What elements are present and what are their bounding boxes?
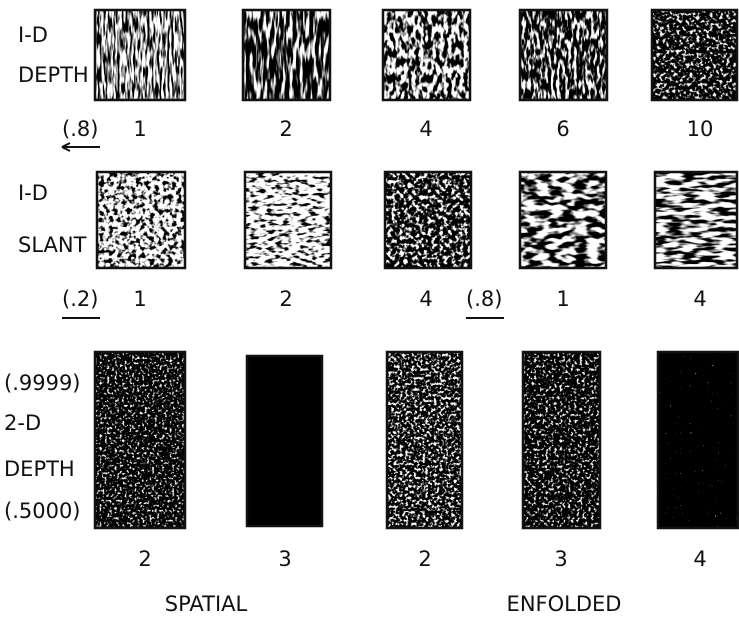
row-title: DEPTH: [4, 457, 75, 481]
mid-prefix: (.8): [466, 287, 502, 311]
patch-number: 4: [693, 287, 706, 311]
patch-number: 1: [133, 287, 146, 311]
patch-number: 3: [554, 547, 567, 571]
texture-patch: [385, 172, 471, 268]
row-prefix: (.8): [62, 117, 98, 141]
row-prefix: (.2): [62, 287, 98, 311]
texture-patch: [655, 172, 737, 268]
figure: I-D DEPTH (.8) 1 2 4 6 10 I-D SLANT (.2)…: [0, 0, 739, 617]
group-label: SPATIAL: [165, 592, 248, 616]
texture-patch: [658, 352, 738, 528]
patch-number: 2: [279, 117, 292, 141]
texture-patch: [520, 10, 607, 100]
texture-patch: [95, 10, 185, 100]
texture-patch: [387, 352, 462, 528]
patch-number: 2: [138, 547, 151, 571]
patch-number: 3: [278, 547, 291, 571]
patch-number: 6: [556, 117, 569, 141]
texture-patch: [520, 172, 606, 268]
texture-patch: [652, 10, 737, 100]
patch-number: 1: [556, 287, 569, 311]
row-title: SLANT: [18, 233, 87, 257]
row-title: 2-D: [4, 411, 41, 435]
texture-patch: [243, 10, 330, 100]
texture-patch: [245, 172, 331, 268]
texture-patch: [523, 352, 600, 528]
patch-number: 2: [418, 547, 431, 571]
texture-patch: [383, 10, 470, 100]
row-title: (.5000): [4, 499, 81, 523]
texture-patches: [95, 10, 738, 528]
row-title: I-D: [18, 181, 48, 205]
patch-number: 1: [133, 117, 146, 141]
group-label: ENFOLDED: [507, 592, 622, 616]
patch-number: 4: [419, 117, 432, 141]
patch-number: 10: [687, 117, 714, 141]
row-title: DEPTH: [18, 63, 89, 87]
patch-number: 4: [693, 547, 706, 571]
row-title: I-D: [18, 23, 48, 47]
texture-patch: [97, 172, 185, 268]
patch-number: 2: [279, 287, 292, 311]
patch-number: 4: [419, 287, 432, 311]
texture-patch: [95, 352, 185, 528]
texture-patch: [247, 356, 322, 526]
row-title: (.9999): [4, 371, 81, 395]
